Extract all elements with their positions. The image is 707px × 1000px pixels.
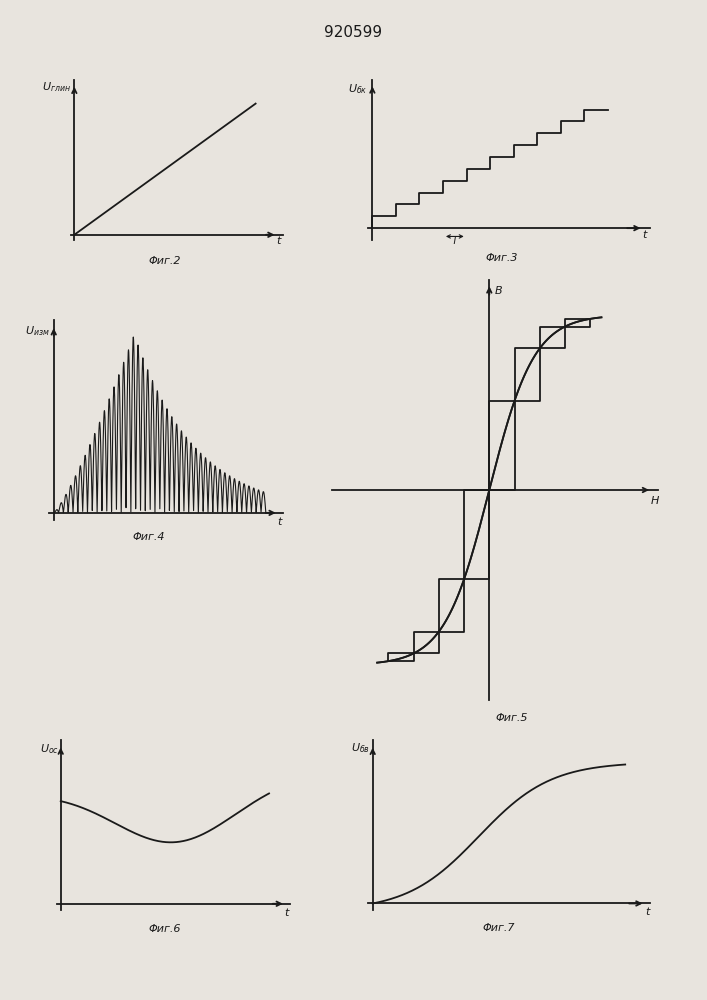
Text: Φиг.5: Φиг.5	[496, 713, 528, 723]
Text: $T$: $T$	[450, 234, 459, 246]
Text: $t$: $t$	[276, 234, 283, 246]
Text: $U_{изм}$: $U_{изм}$	[25, 324, 49, 338]
Text: $t$: $t$	[643, 228, 649, 240]
Text: $U_{ос}$: $U_{ос}$	[40, 742, 59, 756]
Text: Φиг.2: Φиг.2	[148, 256, 181, 266]
Text: 920599: 920599	[325, 25, 382, 40]
Text: Φиг.3: Φиг.3	[486, 253, 518, 263]
Text: $U_{бв}$: $U_{бв}$	[351, 741, 370, 755]
Text: Φиг.7: Φиг.7	[483, 923, 515, 933]
Text: Φиг.6: Φиг.6	[148, 924, 181, 934]
Text: $B$: $B$	[493, 284, 503, 296]
Text: Φиг.4: Φиг.4	[133, 532, 165, 542]
Text: $t$: $t$	[284, 906, 291, 918]
Text: $U_{глин}$: $U_{глин}$	[42, 80, 71, 94]
Text: $H$: $H$	[650, 494, 660, 506]
Text: $t$: $t$	[645, 905, 651, 917]
Text: $U_{бк}$: $U_{бк}$	[348, 82, 368, 96]
Text: $t$: $t$	[277, 515, 284, 527]
